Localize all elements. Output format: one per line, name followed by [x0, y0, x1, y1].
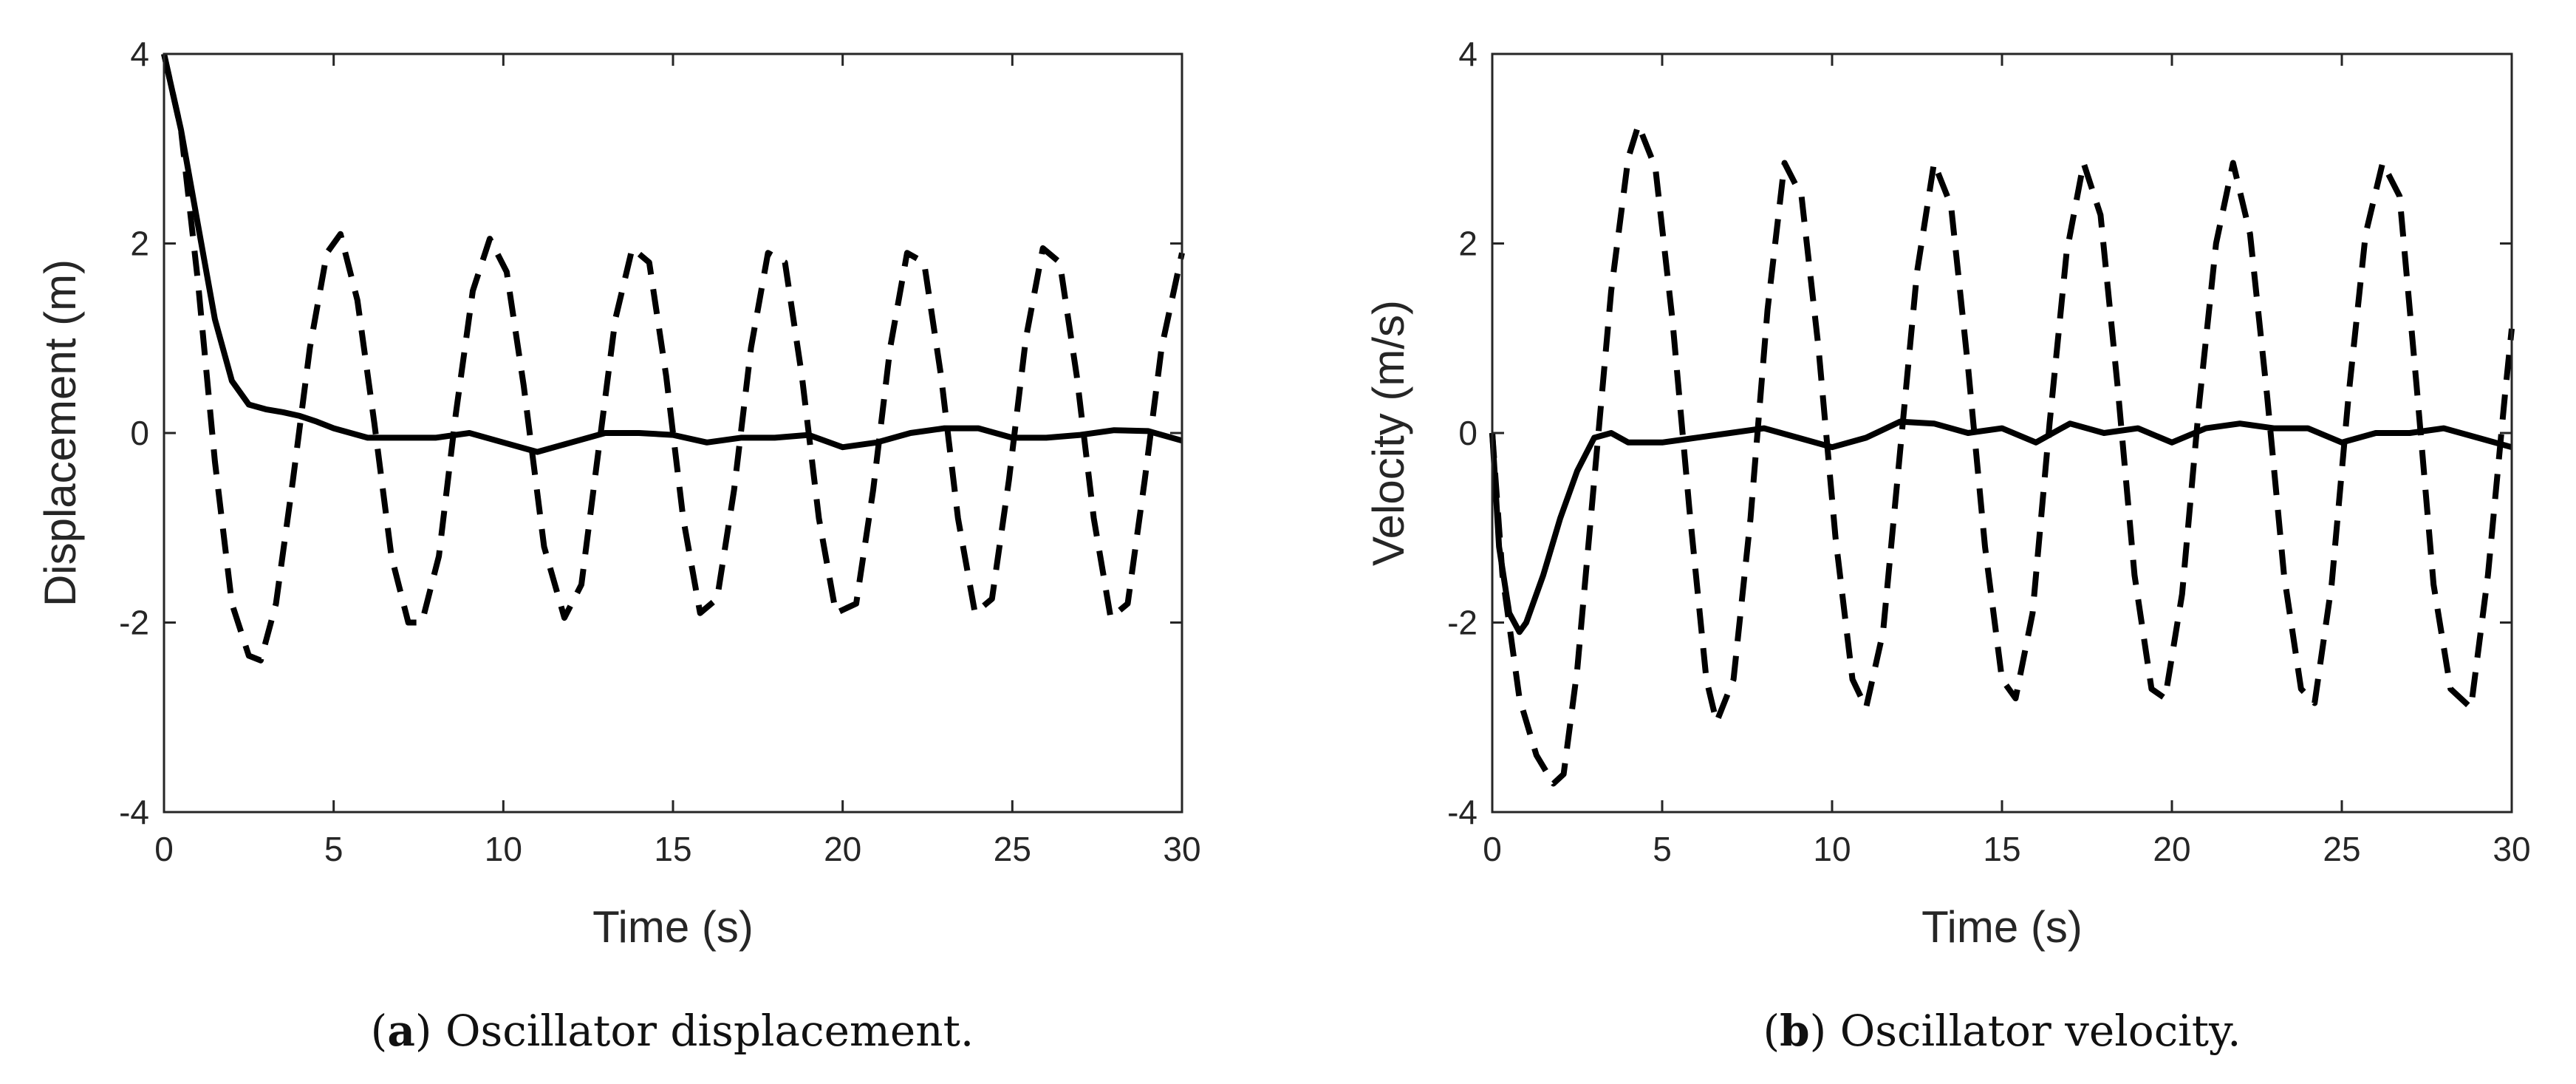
panel-a-x-ticks: 0 5 10 15 20 25 30: [154, 54, 1201, 868]
panel-b-series-solid: [1489, 418, 2513, 635]
panel-a-x-tick-label: 30: [1163, 830, 1200, 868]
panel-a-series-dashed: [161, 53, 1185, 664]
panel-a-x-tick-label: 15: [654, 830, 691, 868]
panel-a-series-solid: [161, 53, 1183, 455]
panel-b-y-tick-label: 2: [1458, 225, 1477, 263]
panel-a-caption-open-paren: (: [371, 1006, 388, 1056]
panel-a-y-axis-label: Displacement (m): [35, 259, 85, 607]
panel-a-x-tick-label: 25: [994, 830, 1031, 868]
panel-a-y-tick-label: 0: [130, 414, 149, 452]
panel-b-y-tick-label: 4: [1458, 35, 1477, 73]
panel-b-x-tick-label: 5: [1653, 830, 1672, 868]
panel-b-y-tick-label: -2: [1447, 604, 1477, 642]
panel-b-y-axis-label: Velocity (m/s): [1364, 300, 1413, 566]
panel-b-x-tick-label: 20: [2153, 830, 2190, 868]
panel-a-chart: 0 5 10 15 20 25 30 -4 -2 0 2 4 Time (s) Displaceme…: [35, 35, 1201, 1056]
panel-b-x-axis-label: Time (s): [1921, 902, 2083, 952]
panel-a-y-tick-label: -4: [119, 793, 149, 831]
panel-a-series: [161, 53, 1185, 664]
panel-b-caption: (b) Oscillator velocity.: [1763, 1006, 2241, 1056]
panel-a-caption-close-paren: ): [415, 1006, 432, 1056]
panel-a-caption-letter: a: [387, 1006, 415, 1056]
panel-b-y-tick-label: 0: [1458, 414, 1477, 452]
panel-b-x-tick-label: 30: [2493, 830, 2530, 868]
panel-a-x-tick-label: 20: [824, 830, 861, 868]
panel-b-y-ticks: -4 -2 0 2 4: [1447, 35, 2512, 831]
panel-a-x-axis-label: Time (s): [592, 902, 754, 952]
panel-a-y-tick-label: 4: [130, 35, 149, 73]
panel-a-y-tick-label: -2: [119, 604, 149, 642]
panel-a-y-tick-label: 2: [130, 225, 149, 263]
panel-a-x-tick-label: 10: [485, 830, 522, 868]
panel-b-y-tick-label: -4: [1447, 793, 1477, 831]
panel-a-caption: (a) Oscillator displacement.: [371, 1006, 974, 1056]
panel-b-chart: 0 5 10 15 20 25 30 -4 -2 0 2 4 Time (s) Velocity (…: [1364, 35, 2531, 1056]
panel-a-caption-text: Oscillator displacement.: [432, 1006, 974, 1056]
panel-b-caption-open-paren: (: [1763, 1006, 1780, 1056]
panel-b-x-ticks: 0 5 10 15 20 25 30: [1483, 54, 2531, 868]
panel-b-x-tick-label: 10: [1813, 830, 1851, 868]
panel-b-series-dashed: [1489, 122, 2515, 787]
panel-b-x-tick-label: 0: [1483, 830, 1502, 868]
panel-b-x-tick-label: 25: [2323, 830, 2360, 868]
panel-b-caption-close-paren: ): [1810, 1006, 1827, 1056]
panel-b-caption-letter: b: [1780, 1006, 1810, 1056]
panel-a-x-tick-label: 0: [154, 830, 174, 868]
panel-b-x-tick-label: 15: [1983, 830, 2020, 868]
panel-b-caption-text: Oscillator velocity.: [1826, 1006, 2241, 1056]
panel-a-x-tick-label: 5: [324, 830, 344, 868]
panel-b-series: [1489, 122, 2515, 787]
panel-a-y-ticks: -4 -2 0 2 4: [119, 35, 1182, 831]
